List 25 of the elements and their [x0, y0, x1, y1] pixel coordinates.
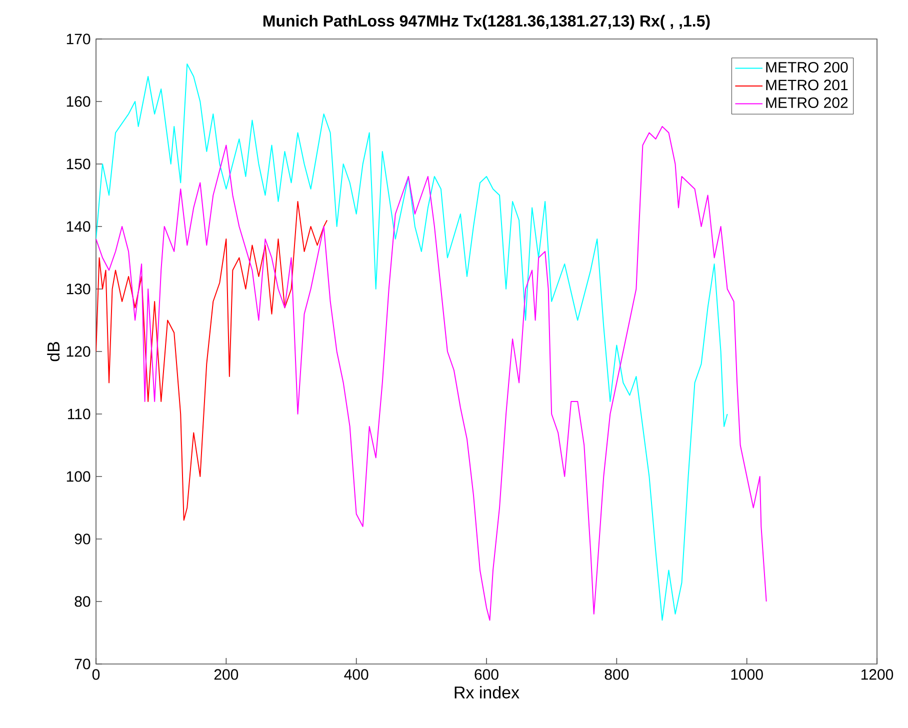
y-tick-label: 80 — [74, 596, 90, 607]
x-tick-label: 800 — [604, 669, 629, 680]
x-tick-label: 0 — [92, 669, 100, 680]
y-tick-label: 140 — [66, 221, 90, 232]
y-tick-label: 160 — [66, 96, 90, 107]
x-tick-label: 600 — [474, 669, 498, 680]
legend-label: METRO 201 — [766, 80, 848, 90]
x-axis-title: Rx index — [454, 686, 520, 698]
y-tick-label: 120 — [66, 346, 90, 357]
y-tick-label: 130 — [66, 284, 90, 294]
y-tick-label: 70 — [74, 658, 90, 670]
legend-label: METRO 200 — [766, 62, 848, 73]
legend-label: METRO 202 — [766, 97, 848, 108]
x-tick-label: 400 — [344, 669, 368, 680]
y-axis-title: dB — [47, 342, 60, 362]
chart-title: Munich PathLoss 947MHz Tx(1281.36,1381.27,13) Rx( , ,1.5) — [263, 14, 710, 30]
y-tick-label: 100 — [66, 471, 90, 482]
y-tick-label: 110 — [68, 408, 90, 420]
y-tick-label: 170 — [66, 34, 90, 44]
x-tick-label: 200 — [214, 669, 238, 680]
y-tick-label: 90 — [74, 534, 90, 544]
line-series — [96, 200, 328, 521]
x-tick-label: 1000 — [731, 669, 763, 680]
y-tick-label: 150 — [66, 158, 90, 170]
x-tick-label: 1200 — [861, 669, 894, 680]
